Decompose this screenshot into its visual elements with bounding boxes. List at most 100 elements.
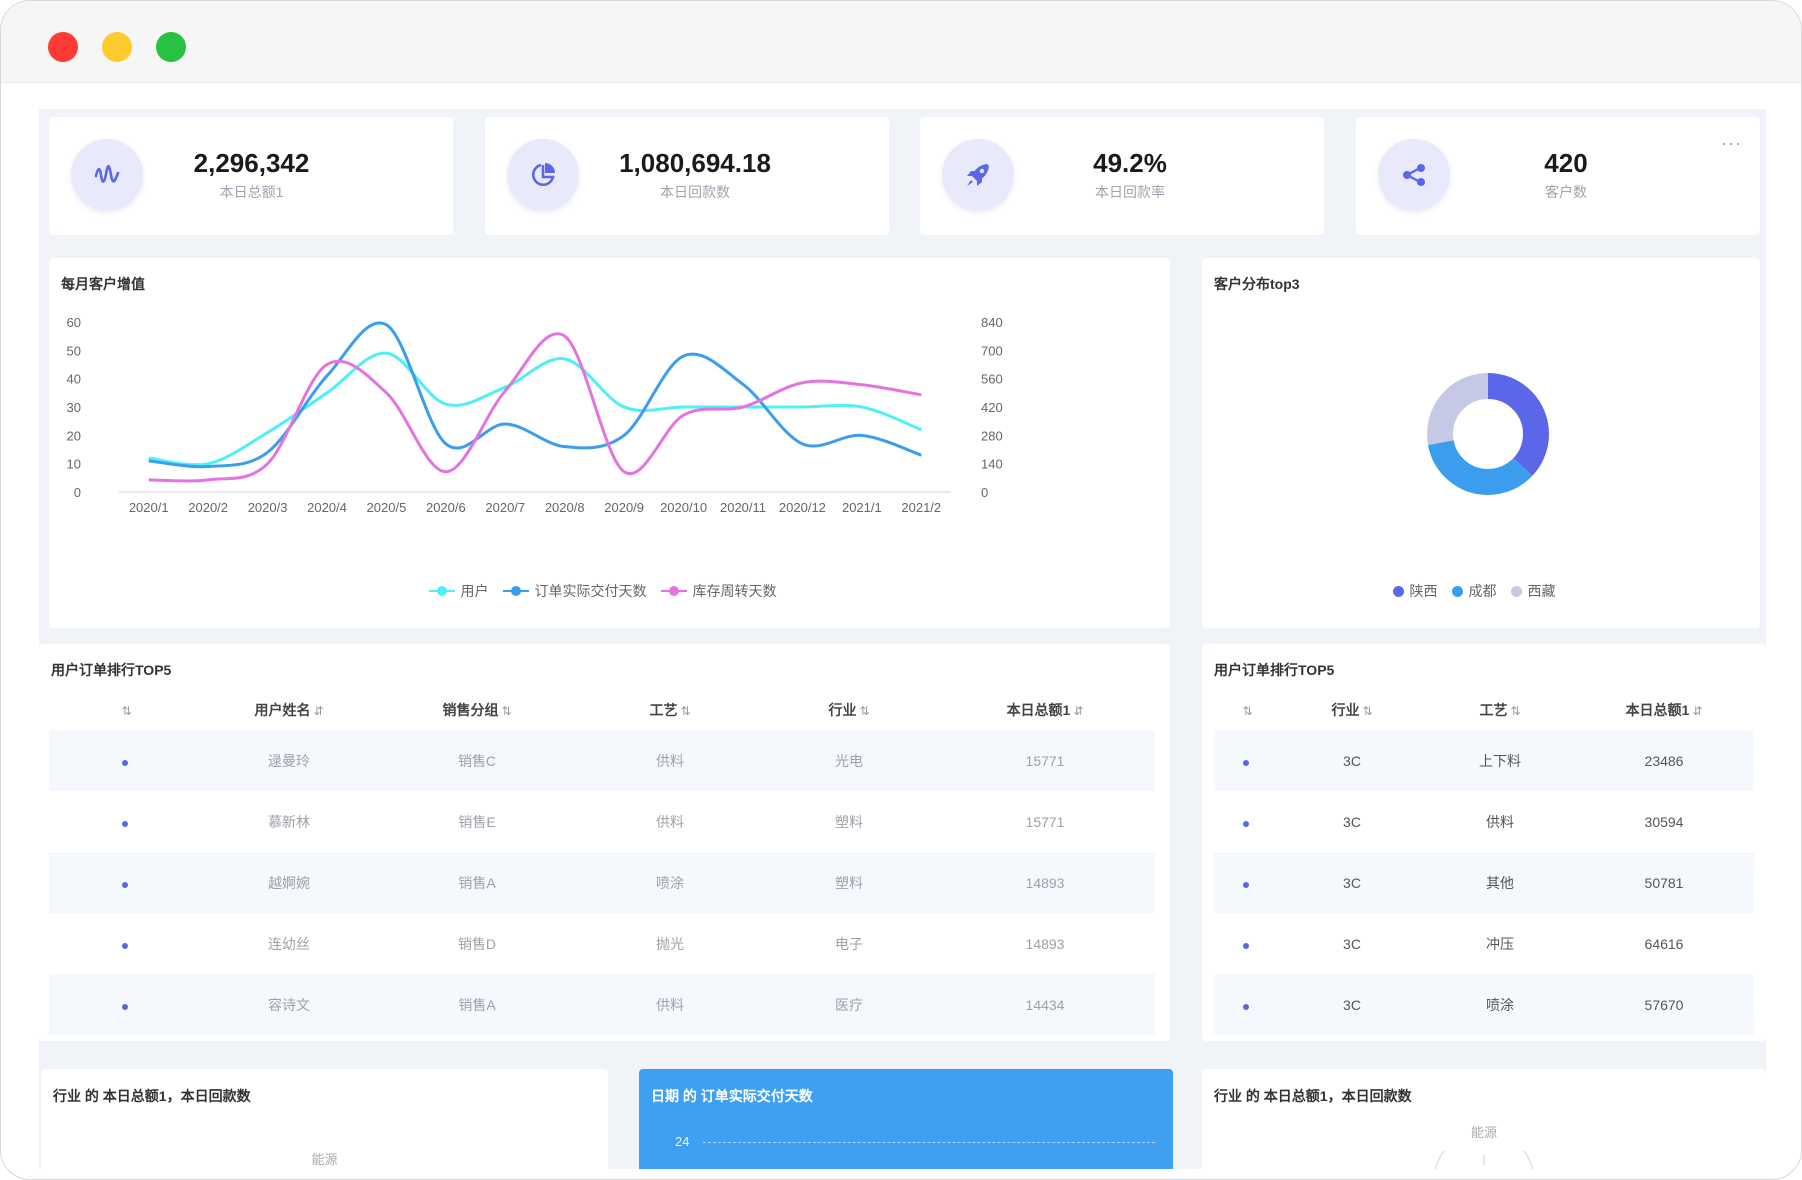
legend-marker <box>428 586 455 596</box>
legend-item[interactable]: 订单实际交付天数 <box>502 581 647 601</box>
title-bar <box>1 1 1801 83</box>
y-tick-label-left: 10 <box>67 457 81 472</box>
orders-table-card-left: 用户订单排行TOP5 ⇅ 用户姓名 ⇵ 销售分组 ⇅ 工艺 ⇅ 行业 ⇅ 本日总额1 ⇵ 逯曼玲 销售… <box>39 644 1170 1041</box>
bullet-icon <box>1243 881 1249 888</box>
legend-item[interactable]: 用户 <box>428 581 489 601</box>
sort-icon[interactable]: ⇅ <box>501 704 512 718</box>
x-tick-label: 2020/6 <box>426 500 466 515</box>
bullet-icon <box>122 820 128 827</box>
table-cell: 3C <box>1343 935 1361 952</box>
y-tick-label-left: 40 <box>67 372 81 387</box>
legend-item[interactable]: 成都 <box>1451 581 1497 601</box>
more-options-icon[interactable]: ··· <box>1721 133 1742 153</box>
line-chart-card: 每月客户增值 0 10 20 30 40 50 60 0 140 280 420 560 700 840 2… <box>49 258 1170 628</box>
table-cell: 上下料 <box>1426 730 1574 791</box>
x-tick-label: 2021/2 <box>901 500 941 515</box>
column-header[interactable]: ⇅ <box>49 690 201 730</box>
legend-item[interactable]: 库存周转天数 <box>660 581 777 601</box>
table-row[interactable]: 容诗文 销售A 供料 医疗 14434 <box>49 974 1155 1035</box>
table-row[interactable]: 越婀婉 销售A 喷涂 塑料 14893 <box>49 852 1155 913</box>
sort-icon[interactable]: ⇅ <box>859 704 870 718</box>
table-cell: 慕新林 <box>268 813 310 830</box>
x-tick-label: 2020/10 <box>660 500 707 515</box>
bullet-icon <box>1243 1003 1249 1010</box>
legend-label: 西藏 <box>1527 583 1556 599</box>
wave-icon <box>71 139 143 211</box>
table-row[interactable]: 3C 供料 30594 <box>1214 791 1754 852</box>
column-header-label: 用户姓名 <box>254 702 311 718</box>
table-cell: 销售D <box>457 935 497 952</box>
pie-slice[interactable] <box>1427 373 1549 495</box>
bullet-icon <box>1243 759 1249 766</box>
sort-icon[interactable]: ⇅ <box>1510 704 1521 718</box>
column-header[interactable]: 行业 ⇅ <box>763 690 935 730</box>
stat-value: 2,296,342 <box>193 148 310 178</box>
share-icon <box>1378 139 1450 211</box>
x-tick-label: 2020/4 <box>307 500 347 515</box>
row-marker <box>1214 730 1278 791</box>
table-row[interactable]: 3C 其他 50781 <box>1214 852 1754 913</box>
table-row[interactable]: 3C 喷涂 57670 <box>1214 974 1754 1035</box>
row-marker <box>1214 852 1278 913</box>
series-line <box>148 351 922 467</box>
table-cell: 3C <box>1278 730 1426 791</box>
row-marker <box>1214 974 1278 1035</box>
column-header[interactable]: 行业 ⇅ <box>1278 690 1426 730</box>
card-title: 用户订单排行TOP5 <box>51 662 172 678</box>
table-cell: 销售C <box>377 730 577 791</box>
table-row[interactable]: 3C 上下料 23486 <box>1214 730 1754 791</box>
orders-table-card-right: 用户订单排行TOP5 ⇅ 行业 ⇅ 工艺 ⇅ 本日总额1 ⇵ 3C 上下料 23486 3C 供料 3… <box>1202 644 1766 1041</box>
legend-marker <box>1510 585 1522 597</box>
table-cell: 50781 <box>1574 852 1754 913</box>
stat-card-customers: 420 客户数 ··· <box>1356 117 1760 235</box>
x-tick-label: 2020/9 <box>604 500 644 515</box>
row-marker <box>49 913 201 974</box>
column-header[interactable]: 本日总额1 ⇵ <box>935 690 1155 730</box>
column-header[interactable]: ⇅ <box>1214 690 1278 730</box>
industry-summary-card: 行业 的 本日总额1，本日回款数 能源 <box>41 1069 608 1169</box>
donut-chart-legend: 陕西 成都 西藏 <box>1202 581 1760 601</box>
table-cell: 销售A <box>377 974 577 1035</box>
stat-label: 本日总额1 <box>219 184 284 200</box>
column-header[interactable]: 工艺 ⇅ <box>1426 690 1574 730</box>
column-header[interactable]: 本日总额1 ⇵ <box>1574 690 1754 730</box>
card-title: 用户订单排行TOP5 <box>1214 662 1335 678</box>
table-cell: 23486 <box>1574 730 1754 791</box>
column-header[interactable]: 工艺 ⇅ <box>577 690 763 730</box>
y-tick-label-left: 60 <box>67 315 81 330</box>
table-row[interactable]: 逯曼玲 销售C 供料 光电 15771 <box>49 730 1155 791</box>
table-row[interactable]: 3C 冲压 64616 <box>1214 913 1754 974</box>
legend-marker <box>1451 585 1463 597</box>
gridline <box>703 1142 1155 1143</box>
table-cell: 15771 <box>1025 813 1065 830</box>
table-row[interactable]: 慕新林 销售E 供料 塑料 15771 <box>49 791 1155 852</box>
close-window-button[interactable] <box>48 32 78 62</box>
legend-marker <box>1392 585 1404 597</box>
legend-item[interactable]: 西藏 <box>1510 581 1556 601</box>
table-cell: 57670 <box>1574 974 1754 1035</box>
bullet-icon <box>1243 820 1249 827</box>
legend-item[interactable]: 陕西 <box>1392 581 1438 601</box>
table-cell: 塑料 <box>835 813 863 830</box>
sort-icon[interactable]: ⇅ <box>1242 704 1253 718</box>
column-header[interactable]: 用户姓名 ⇵ <box>201 690 377 730</box>
table-cell: 冲压 <box>1486 935 1514 952</box>
sort-icon[interactable]: ⇅ <box>1362 704 1373 718</box>
stat-value: 420 <box>1544 148 1588 178</box>
card-title: 行业 的 本日总额1，本日回款数 <box>53 1088 251 1104</box>
sort-icon[interactable]: ⇵ <box>1073 704 1084 718</box>
sort-icon[interactable]: ⇵ <box>1692 704 1703 718</box>
table-cell: 供料 <box>577 730 763 791</box>
sort-icon[interactable]: ⇅ <box>121 704 132 718</box>
maximize-window-button[interactable] <box>156 32 186 62</box>
pie-slice[interactable] <box>1427 373 1549 495</box>
y-tick-label-right: 560 <box>981 372 1003 387</box>
sort-icon[interactable]: ⇅ <box>680 704 691 718</box>
table-row[interactable]: 连幼丝 销售D 抛光 电子 14893 <box>49 913 1155 974</box>
x-tick-label: 2020/5 <box>367 500 407 515</box>
minimize-window-button[interactable] <box>102 32 132 62</box>
column-header[interactable]: 销售分组 ⇅ <box>377 690 577 730</box>
legend-label: 成都 <box>1468 583 1497 599</box>
table-cell: 64616 <box>1644 935 1684 952</box>
sort-icon[interactable]: ⇵ <box>313 704 324 718</box>
